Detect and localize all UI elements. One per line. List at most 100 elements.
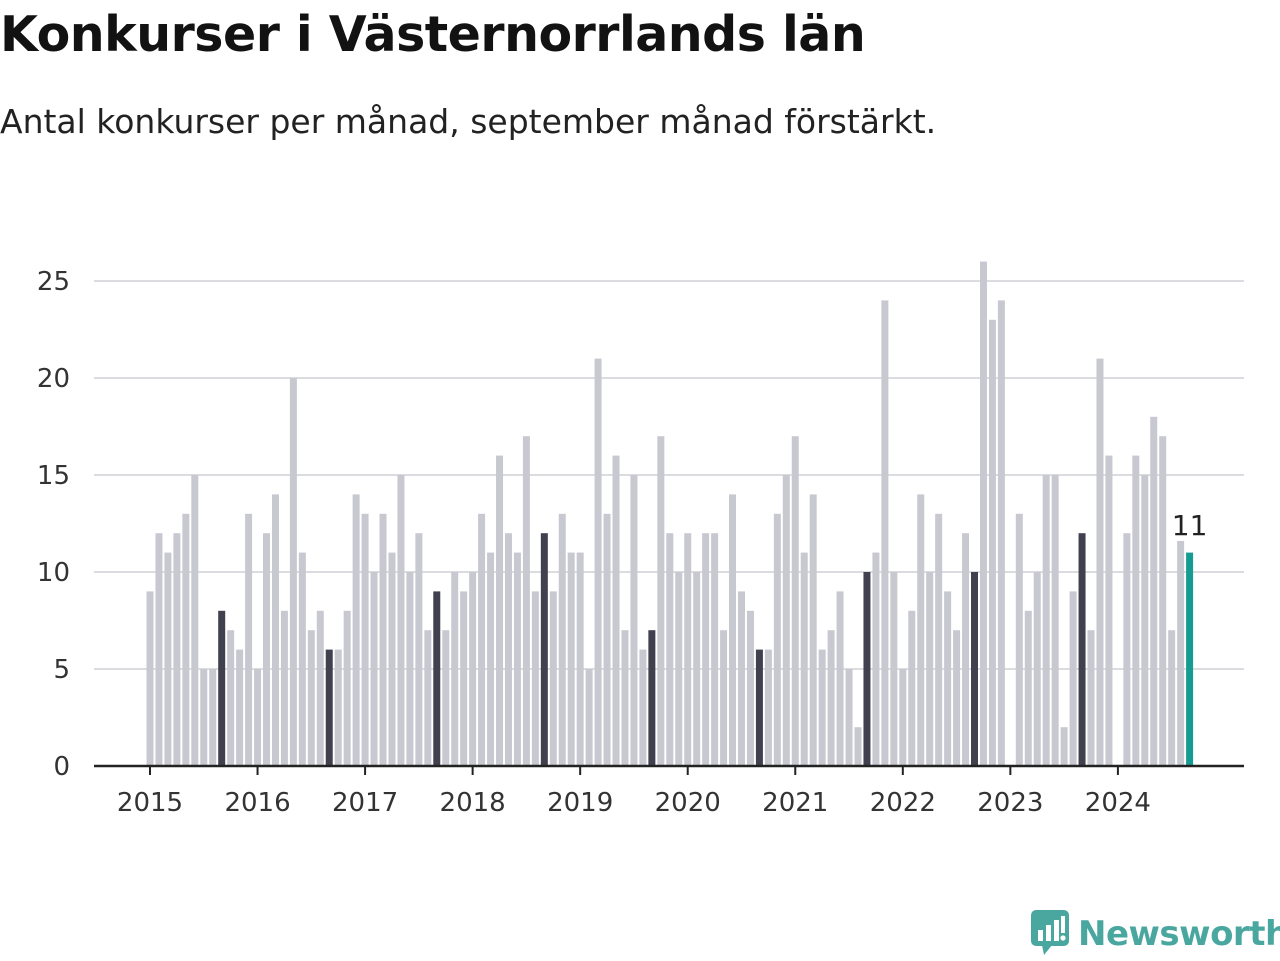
bar [773,513,781,766]
y-tick-label: 15 [37,461,70,491]
bar [442,630,450,766]
bar [603,513,611,766]
bar [1168,630,1176,766]
bar [567,552,575,766]
bar [737,591,745,766]
bar [746,610,754,766]
bar [352,494,360,766]
bar [182,513,190,766]
bar [800,552,808,766]
bar [513,552,521,766]
x-tick-label: 2016 [224,788,290,818]
bar [576,552,584,766]
bar-september [863,572,871,766]
bar [558,513,566,766]
y-tick-label: 25 [37,267,70,297]
bar [478,513,486,766]
brand-logo: Newsworthy [1030,909,1280,958]
bar [997,300,1005,766]
bar [621,630,629,766]
bar-september [325,649,333,766]
bar [1096,358,1104,766]
bar [711,533,719,766]
bar [289,378,297,766]
bar [872,552,880,766]
bar-september [755,649,763,766]
bar [1087,630,1095,766]
bar [1069,591,1077,766]
bar [917,494,925,766]
bar [1123,533,1131,766]
bar [298,552,306,766]
bar [531,591,539,766]
y-tick-label: 0 [53,752,70,782]
bar [639,649,647,766]
bar [451,572,459,766]
bar [720,630,728,766]
bar [764,649,772,766]
bar [908,610,916,766]
bar [1105,455,1113,766]
bar [209,669,217,766]
bar-september [1078,533,1086,766]
bar-september [648,630,656,766]
bar [953,630,961,766]
bar [729,494,737,766]
y-tick-label: 10 [37,558,70,588]
bar-september [971,572,978,766]
bar [379,513,387,766]
bar-september [218,610,226,766]
bar [469,572,477,766]
x-tick-label: 2018 [440,788,506,818]
latest-value-label: 11 [1172,509,1208,542]
bar [361,513,369,766]
bar [854,727,862,766]
bar [460,591,468,766]
bar [1150,416,1158,766]
bar [263,533,271,766]
bar [890,572,898,766]
bar [899,669,907,766]
bar [415,533,423,766]
bar [280,610,288,766]
bar [1042,475,1050,766]
bar [397,475,405,766]
bar [191,475,199,766]
bar-latest [1186,552,1194,766]
bar [370,572,378,766]
bar [675,572,683,766]
bar [702,533,710,766]
bar [962,533,970,766]
x-tick-label: 2024 [1085,788,1151,818]
bar [988,319,996,766]
bar [782,475,790,766]
bar [630,475,638,766]
x-tick-label: 2020 [655,788,721,818]
bar [1141,475,1149,766]
x-tick-label: 2019 [547,788,613,818]
bar [549,591,557,766]
bar [666,533,674,766]
bar [388,552,396,766]
data-labels: 11 [1172,509,1208,542]
bar [1060,727,1068,766]
bar [881,300,889,766]
bar [334,649,342,766]
bar [504,533,512,766]
bar [1015,513,1023,766]
bar [585,669,593,766]
bar [173,533,181,766]
bar [254,669,262,766]
bar [316,610,324,766]
y-tick-label: 20 [37,364,70,394]
bar [236,649,244,766]
bar [926,572,934,766]
bar [406,572,414,766]
bar [487,552,495,766]
bar [227,630,235,766]
bar [935,513,943,766]
x-tick-label: 2021 [762,788,828,818]
y-axis-tick-labels: 0 5 10 15 20 25 [37,267,70,782]
bar [496,455,504,766]
